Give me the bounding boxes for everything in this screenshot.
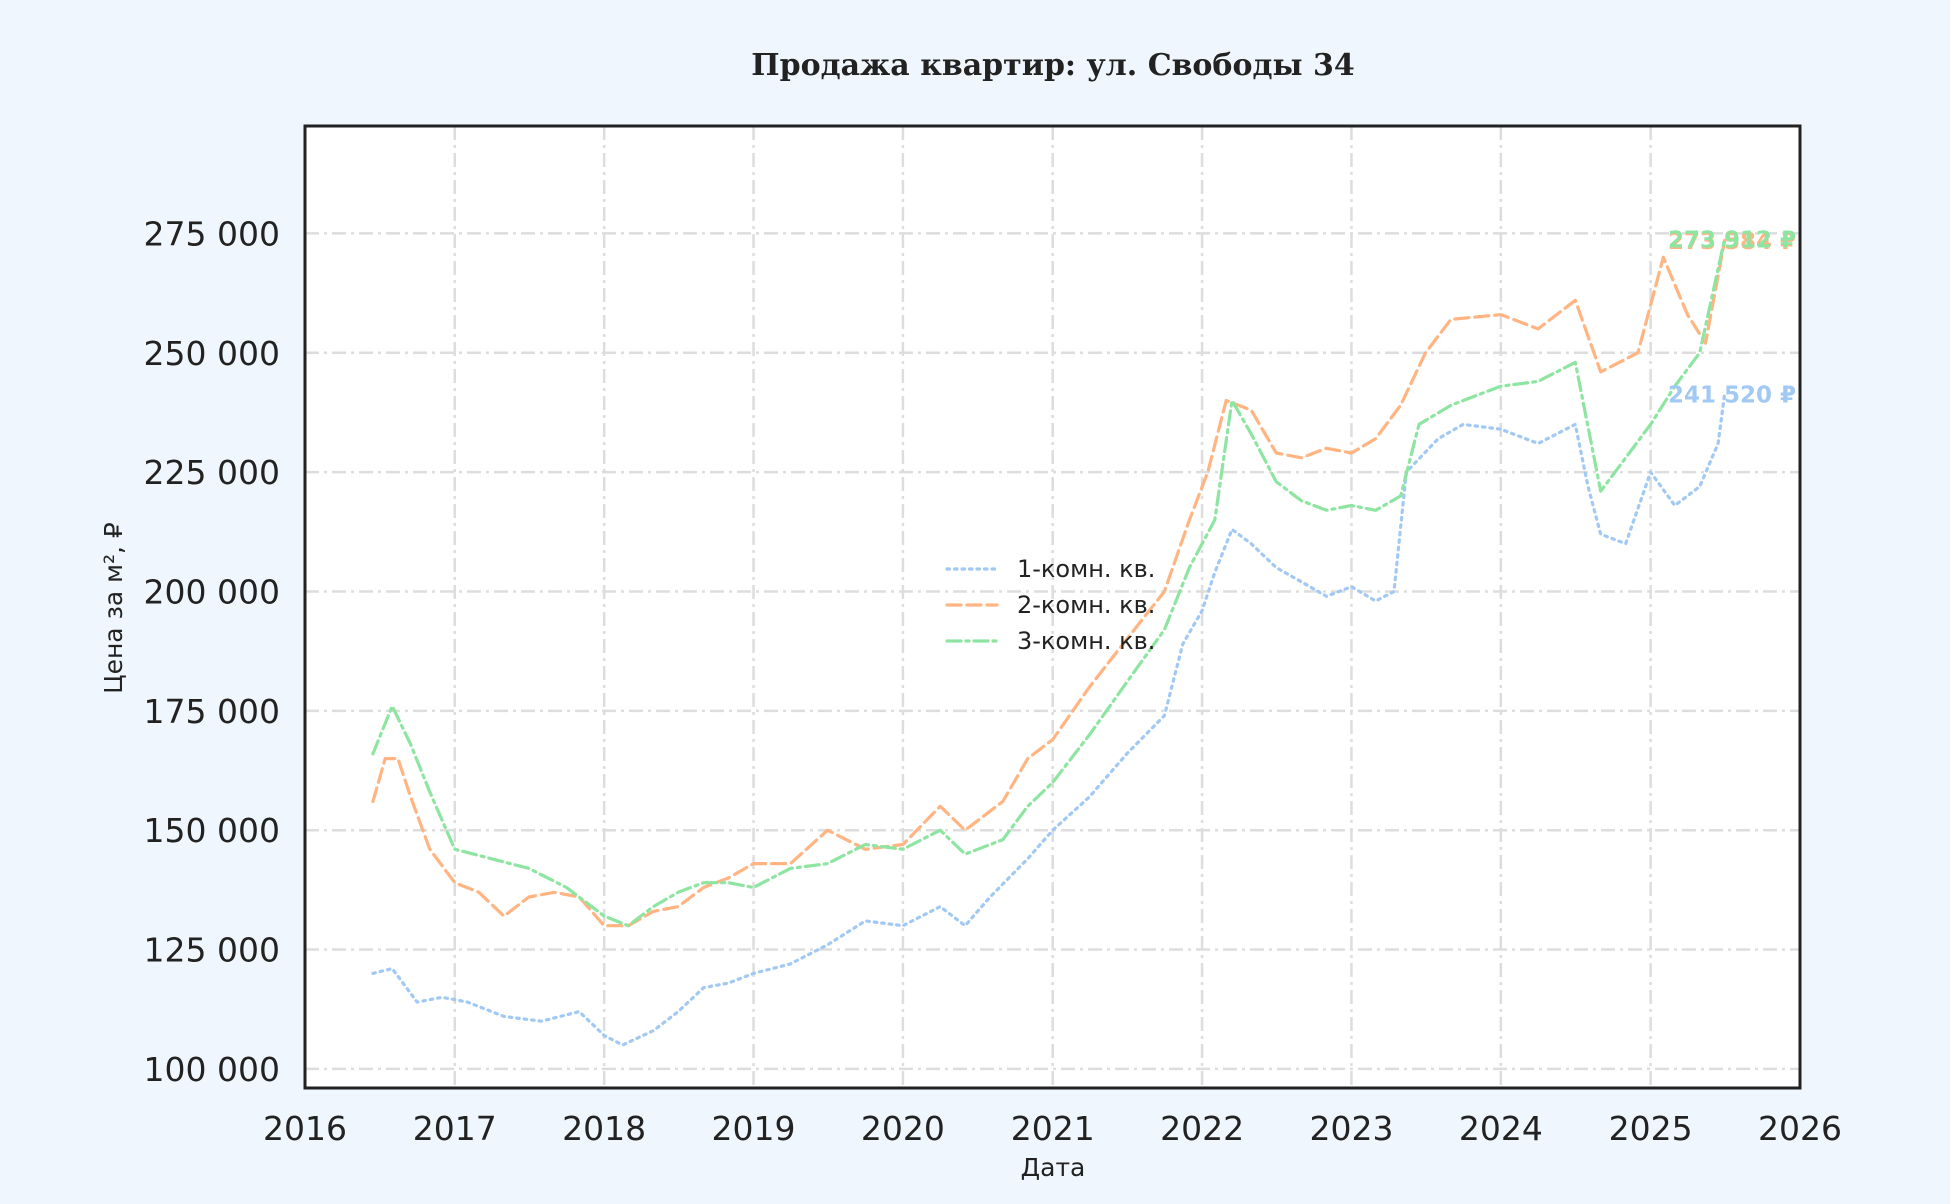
legend-label-3: 3-комн. кв. <box>1017 627 1155 655</box>
x-tick-label: 2024 <box>1459 1109 1543 1148</box>
x-tick-label: 2017 <box>413 1109 497 1148</box>
x-axis-ticks: 2016 2017 2018 2019 2020 2021 2022 2023 2024 2025… <box>263 1109 1842 1148</box>
legend-label-1: 1-комн. кв. <box>1017 555 1155 583</box>
end-value-labels: 241 520 ₽ 273 584 ₽273 912 ₽ <box>1668 228 1796 409</box>
end-label-2: 273 584 ₽ <box>1668 229 1796 255</box>
end-label-1: 241 520 ₽ <box>1668 382 1796 408</box>
x-tick-label: 2020 <box>861 1109 945 1148</box>
x-tick-label: 2021 <box>1011 1109 1095 1148</box>
end-label-3: 273 912 ₽ <box>1668 228 1796 254</box>
x-tick-label: 2018 <box>562 1109 646 1148</box>
series-line-2 <box>371 238 1727 928</box>
x-tick-label: 2026 <box>1758 1109 1842 1148</box>
y-tick-label: 200 000 <box>144 572 280 611</box>
legend: 1-комн. кв. 2-комн. кв. 3-комн. кв. <box>945 555 1155 655</box>
y-tick-label: 150 000 <box>144 811 280 850</box>
x-tick-label: 2022 <box>1160 1109 1244 1148</box>
y-axis-ticks: 100 000 125 000 150 000 175 000 200 000 225 0… <box>144 214 280 1088</box>
series-lines <box>371 237 1727 1047</box>
x-tick-label: 2019 <box>712 1109 796 1148</box>
y-tick-label: 125 000 <box>144 931 280 970</box>
series-line-1 <box>371 391 1727 1047</box>
y-tick-label: 225 000 <box>144 453 280 492</box>
y-tick-label: 100 000 <box>144 1050 280 1089</box>
x-tick-label: 2023 <box>1309 1109 1393 1148</box>
y-tick-label: 275 000 <box>144 214 280 253</box>
y-axis-label: Цена за м², ₽ <box>99 522 128 694</box>
x-tick-label: 2025 <box>1609 1109 1693 1148</box>
y-tick-label: 175 000 <box>144 692 280 731</box>
legend-label-2: 2-комн. кв. <box>1017 591 1155 619</box>
plot-frame <box>303 124 1802 1090</box>
x-tick-label: 2016 <box>263 1109 347 1148</box>
y-tick-label: 250 000 <box>144 334 280 373</box>
x-axis-label: Дата <box>1021 1153 1086 1182</box>
series-line-3 <box>371 237 1727 928</box>
chart-title: Продажа квартир: ул. Свободы 34 <box>751 48 1354 83</box>
